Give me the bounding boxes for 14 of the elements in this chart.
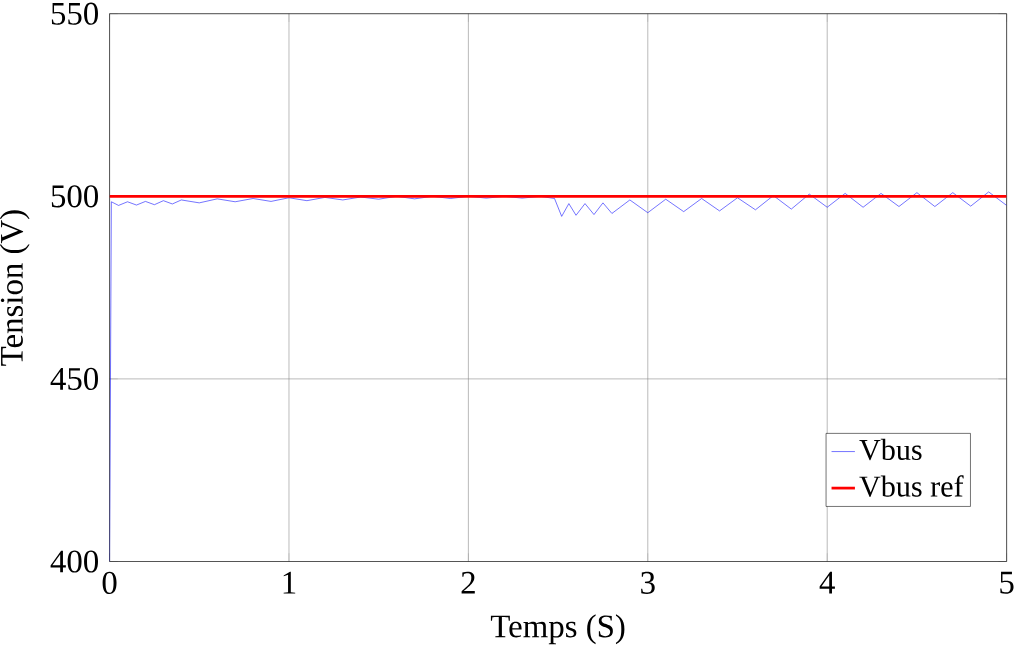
legend-label: Vbus ref — [859, 475, 964, 497]
legend-label: Vbus — [859, 438, 922, 461]
x-tick-label: 0 — [102, 571, 117, 594]
y-tick-label: 550 — [51, 2, 98, 25]
x-tick-label: 3 — [641, 571, 655, 594]
x-tick-label: 2 — [461, 571, 475, 594]
y-tick-label: 450 — [50, 367, 98, 390]
y-axis-title: Tension (V) — [0, 210, 30, 366]
x-tick-label: 1 — [283, 571, 296, 594]
y-tick-label: 500 — [51, 185, 98, 208]
x-tick-label: 4 — [819, 571, 835, 594]
x-axis-title: Temps (S) — [490, 614, 625, 645]
y-tick-label: 400 — [50, 550, 98, 573]
x-tick-label: 5 — [1000, 571, 1014, 594]
